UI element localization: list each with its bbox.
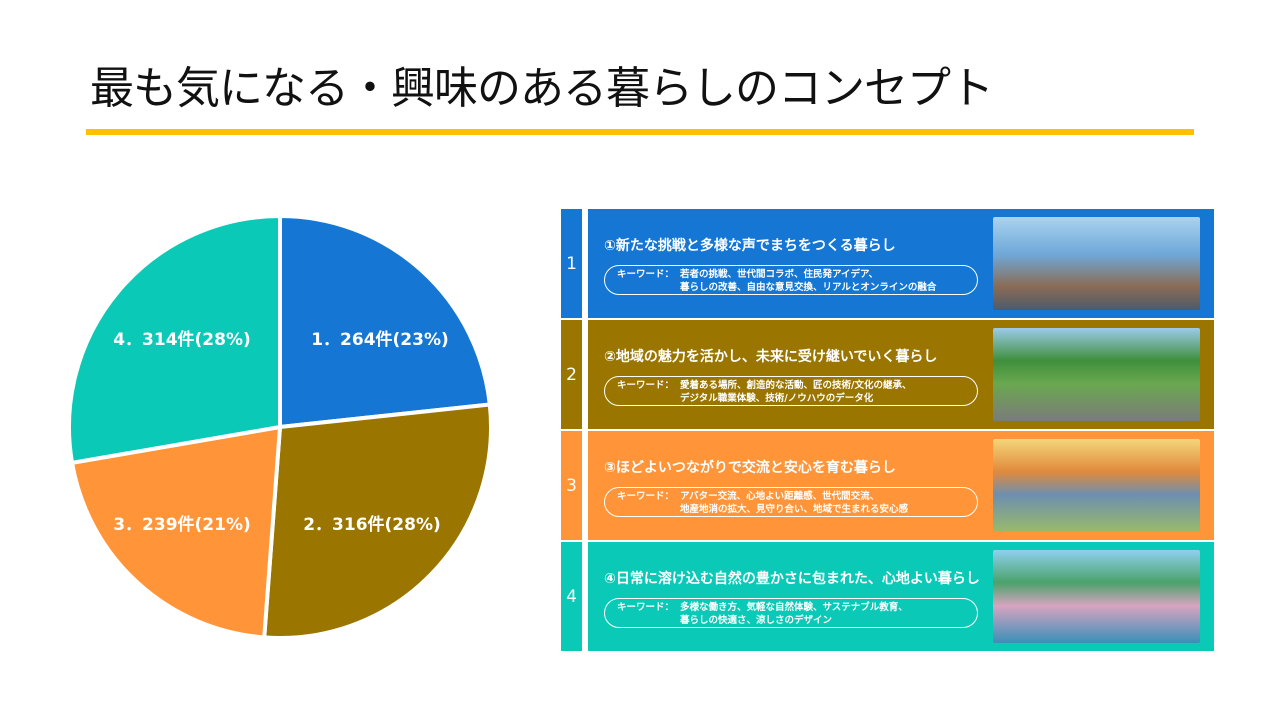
concept-title: ④日常に溶け込む自然の豊かさに包まれた、心地よい暮らし xyxy=(604,571,980,587)
pie-label-2: 2．316件(28%) xyxy=(303,514,441,535)
pie-slice-3 xyxy=(69,424,283,640)
keyword-label: キーワード： xyxy=(617,380,675,391)
page-title: 最も気になる・興味のある暮らしのコンセプト xyxy=(90,63,994,114)
concept-body: ①新たな挑戦と多様な声でまちをつくる暮らし キーワード： 若者の挑戦、世代間コラ… xyxy=(588,209,1214,318)
keyword-line-1: アバター交流、心地よい距離感、世代間交流、 xyxy=(680,491,880,502)
pie-label-1: 1．264件(23%) xyxy=(311,329,449,350)
concept-number: 1 xyxy=(561,209,582,318)
pie-slice-1 xyxy=(278,213,493,430)
concept-row-2: 2 ②地域の魅力を活かし、未来に受け継いでいく暮らし キーワード： 愛着ある場所… xyxy=(561,320,1214,429)
pie-slice-4 xyxy=(67,213,282,466)
keyword-box: キーワード： 愛着ある場所、創造的な活動、匠の技術/文化の継承、 デジタル職業体… xyxy=(604,376,978,406)
keyword-label: キーワード： xyxy=(617,269,675,280)
concept-body: ④日常に溶け込む自然の豊かさに包まれた、心地よい暮らし キーワード： 多様な働き… xyxy=(588,542,1214,651)
concept-title: ②地域の魅力を活かし、未来に受け継いでいく暮らし xyxy=(604,349,938,365)
keyword-line-2: 地産地消の拡大、見守り合い、地域で生まれる安心感 xyxy=(680,504,909,515)
concept-title: ③ほどよいつながりで交流と安心を育む暮らし xyxy=(604,460,896,476)
concept-body: ②地域の魅力を活かし、未来に受け継いでいく暮らし キーワード： 愛着ある場所、創… xyxy=(588,320,1214,429)
keyword-line-1: 多様な働き方、気軽な自然体験、サステナブル教育、 xyxy=(680,602,908,613)
keyword-box: キーワード： 多様な働き方、気軽な自然体験、サステナブル教育、 暮らしの快適さ、… xyxy=(604,598,978,628)
concept-row-4: 4 ④日常に溶け込む自然の豊かさに包まれた、心地よい暮らし キーワード： 多様な… xyxy=(561,542,1214,651)
concept-row-1: 1 ①新たな挑戦と多様な声でまちをつくる暮らし キーワード： 若者の挑戦、世代間… xyxy=(561,209,1214,318)
keyword-box: キーワード： 若者の挑戦、世代間コラボ、住民発アイデア、 暮らしの改善、自由な意… xyxy=(604,265,978,295)
keyword-box: キーワード： アバター交流、心地よい距離感、世代間交流、 地産地消の拡大、見守り… xyxy=(604,487,978,517)
concept-illustration xyxy=(993,217,1200,310)
concept-illustration xyxy=(993,550,1200,643)
pie-label-4: 4．314件(28%) xyxy=(113,329,251,350)
keyword-line-2: 暮らしの改善、自由な意見交換、リアルとオンラインの融合 xyxy=(680,282,937,293)
keyword-line-2: 暮らしの快適さ、涼しさのデザイン xyxy=(680,615,833,626)
concept-body: ③ほどよいつながりで交流と安心を育む暮らし キーワード： アバター交流、心地よい… xyxy=(588,431,1214,540)
title-underline xyxy=(86,129,1194,135)
keyword-line-1: 若者の挑戦、世代間コラボ、住民発アイデア、 xyxy=(680,269,879,280)
pie-slice-2 xyxy=(262,402,493,640)
concept-illustration xyxy=(993,328,1200,421)
keyword-line-1: 愛着ある場所、創造的な活動、匠の技術/文化の継承、 xyxy=(680,380,912,391)
concept-number: 4 xyxy=(561,542,582,651)
keyword-label: キーワード： xyxy=(617,602,675,613)
pie-label-3: 3．239件(21%) xyxy=(113,514,251,535)
concept-illustration xyxy=(993,439,1200,532)
keyword-line-2: デジタル職業体験、技術/ノウハウのデータ化 xyxy=(680,393,874,404)
keyword-label: キーワード： xyxy=(617,491,675,502)
concept-title: ①新たな挑戦と多様な声でまちをつくる暮らし xyxy=(604,238,896,254)
concept-number: 3 xyxy=(561,431,582,540)
concept-number: 2 xyxy=(561,320,582,429)
concept-row-3: 3 ③ほどよいつながりで交流と安心を育む暮らし キーワード： アバター交流、心地… xyxy=(561,431,1214,540)
pie-chart: 1．264件(23%) 2．316件(28%) 3．239件(21%) 4．314件(… xyxy=(67,213,493,640)
